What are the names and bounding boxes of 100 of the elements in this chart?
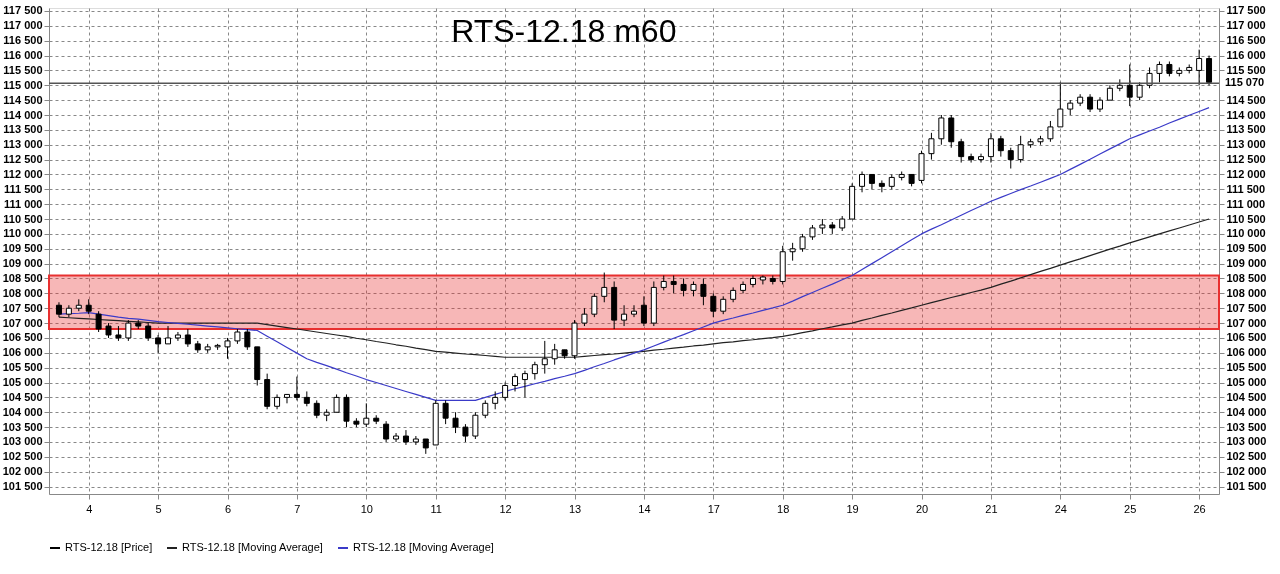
candlestick	[640, 295, 647, 327]
candlestick	[1057, 81, 1064, 128]
candlestick	[621, 304, 628, 327]
candlestick	[591, 292, 598, 318]
y-tick-label: 109 500	[2, 242, 43, 255]
candlestick	[551, 343, 558, 366]
y-tick-label: 117 500	[3, 4, 43, 17]
y2-tick-label: 106 000	[1226, 346, 1267, 359]
candlestick	[948, 114, 955, 149]
y-tick-label: 112 500	[3, 153, 43, 166]
y-tick-label: 101 500	[2, 480, 43, 493]
x-tick-label: 14	[638, 502, 651, 515]
candlestick	[700, 278, 707, 306]
y2-tick-label: 113 000	[1226, 138, 1266, 151]
y-tick-label: 112 000	[3, 167, 43, 180]
y2-tick-label: 103 500	[1226, 420, 1267, 433]
y-tick-label: 114 500	[3, 93, 43, 106]
y-tick-label: 111 000	[3, 197, 43, 210]
candlestick	[1206, 55, 1213, 86]
x-tick-label: 11	[430, 502, 442, 515]
y2-tick-label: 110 000	[1226, 227, 1266, 240]
y-tick-label: 103 500	[2, 420, 43, 433]
y2-tick-label: 114 500	[1226, 93, 1266, 106]
y2-tick-label: 104 500	[1226, 390, 1267, 403]
y-tick-label: 111 500	[3, 182, 43, 195]
candlestick	[710, 292, 717, 318]
y2-tick-label: 111 500	[1226, 182, 1266, 195]
y2-tick-label: 111 000	[1226, 197, 1266, 210]
ref-line-label: 115 070	[1225, 76, 1265, 89]
y-tick-label: 114 000	[3, 108, 43, 121]
y2-tick-label: 105 500	[1226, 361, 1267, 374]
y2-tick-label: 109 500	[1226, 242, 1267, 255]
y2-tick-label: 113 500	[1226, 123, 1266, 136]
candlestick	[878, 179, 885, 193]
y2-tick-label: 107 500	[1226, 301, 1267, 314]
y2-tick-label: 107 000	[1226, 316, 1267, 329]
y2-tick-label: 104 000	[1226, 405, 1267, 418]
y2-tick-label: 112 000	[1226, 167, 1266, 180]
legend-label: RTS-12.18 [Moving Average]	[182, 541, 323, 553]
candlestick	[125, 319, 132, 342]
candlestick	[978, 153, 985, 164]
y2-tick-label: 109 000	[1226, 257, 1267, 270]
y-tick-label: 110 500	[3, 212, 43, 225]
candlestick	[997, 135, 1004, 158]
candlestick	[1126, 63, 1133, 107]
y2-tick-label: 102 500	[1226, 450, 1267, 463]
candlestick	[958, 138, 965, 164]
y-tick-label: 105 000	[2, 376, 43, 389]
candlestick	[928, 132, 935, 161]
candlestick	[383, 420, 390, 443]
y-tick-label: 116 500	[3, 34, 43, 47]
x-tick-label: 24	[1054, 502, 1067, 515]
x-tick-label: 25	[1124, 502, 1137, 515]
legend-label: RTS-12.18 [Price]	[65, 541, 153, 553]
legend-label: RTS-12.18 [Moving Average]	[353, 541, 494, 553]
y2-tick-label: 114 000	[1226, 108, 1266, 121]
candlestick	[442, 399, 449, 425]
x-tick-label: 10	[360, 502, 373, 515]
candlestick	[859, 170, 866, 193]
candlestick	[155, 334, 162, 354]
y2-tick-label: 110 500	[1226, 212, 1266, 225]
y2-tick-label: 112 500	[1226, 153, 1266, 166]
x-tick-label: 4	[86, 502, 93, 515]
y2-tick-label: 115 500	[1226, 63, 1266, 76]
x-tick-label: 26	[1193, 502, 1206, 515]
y2-tick-label: 116 000	[1226, 49, 1266, 62]
y-tick-label: 104 500	[2, 390, 43, 403]
y-tick-label: 115 000	[3, 78, 43, 91]
candlestick	[631, 304, 637, 318]
candlestick	[938, 114, 945, 146]
y-tick-label: 117 000	[3, 19, 43, 32]
x-tick-label: 5	[155, 502, 162, 515]
y2-tick-label: 117 500	[1226, 4, 1266, 17]
y-tick-label: 108 000	[2, 286, 43, 299]
y2-tick-label: 106 500	[1226, 331, 1267, 344]
candlestick	[244, 328, 251, 351]
y-tick-label: 109 000	[2, 257, 43, 270]
candlestick	[968, 153, 975, 164]
y2-tick-label: 102 000	[1226, 465, 1267, 478]
y-tick-label: 113 000	[3, 138, 43, 151]
x-tick-label: 21	[985, 502, 998, 515]
x-tick-label: 12	[499, 502, 512, 515]
x-tick-label: 20	[915, 502, 929, 515]
y-tick-label: 110 000	[3, 227, 43, 240]
candlestick	[165, 325, 172, 345]
x-tick-label: 13	[568, 502, 582, 515]
y-tick-label: 102 000	[2, 465, 43, 478]
x-tick-label: 18	[777, 502, 790, 515]
candlestick	[521, 370, 528, 398]
candlestick	[363, 402, 370, 428]
y-tick-label: 102 500	[2, 450, 43, 463]
candlestick	[293, 376, 300, 401]
y2-tick-label: 108 000	[1226, 286, 1267, 299]
candlestick	[1047, 120, 1054, 143]
candlestick	[224, 337, 231, 360]
y2-tick-label: 103 000	[1226, 435, 1267, 448]
y-tick-label: 106 000	[2, 346, 43, 359]
candlestick	[343, 393, 350, 428]
chart-title: RTS-12.18 m60	[451, 13, 677, 49]
y2-tick-label: 105 000	[1226, 376, 1267, 389]
